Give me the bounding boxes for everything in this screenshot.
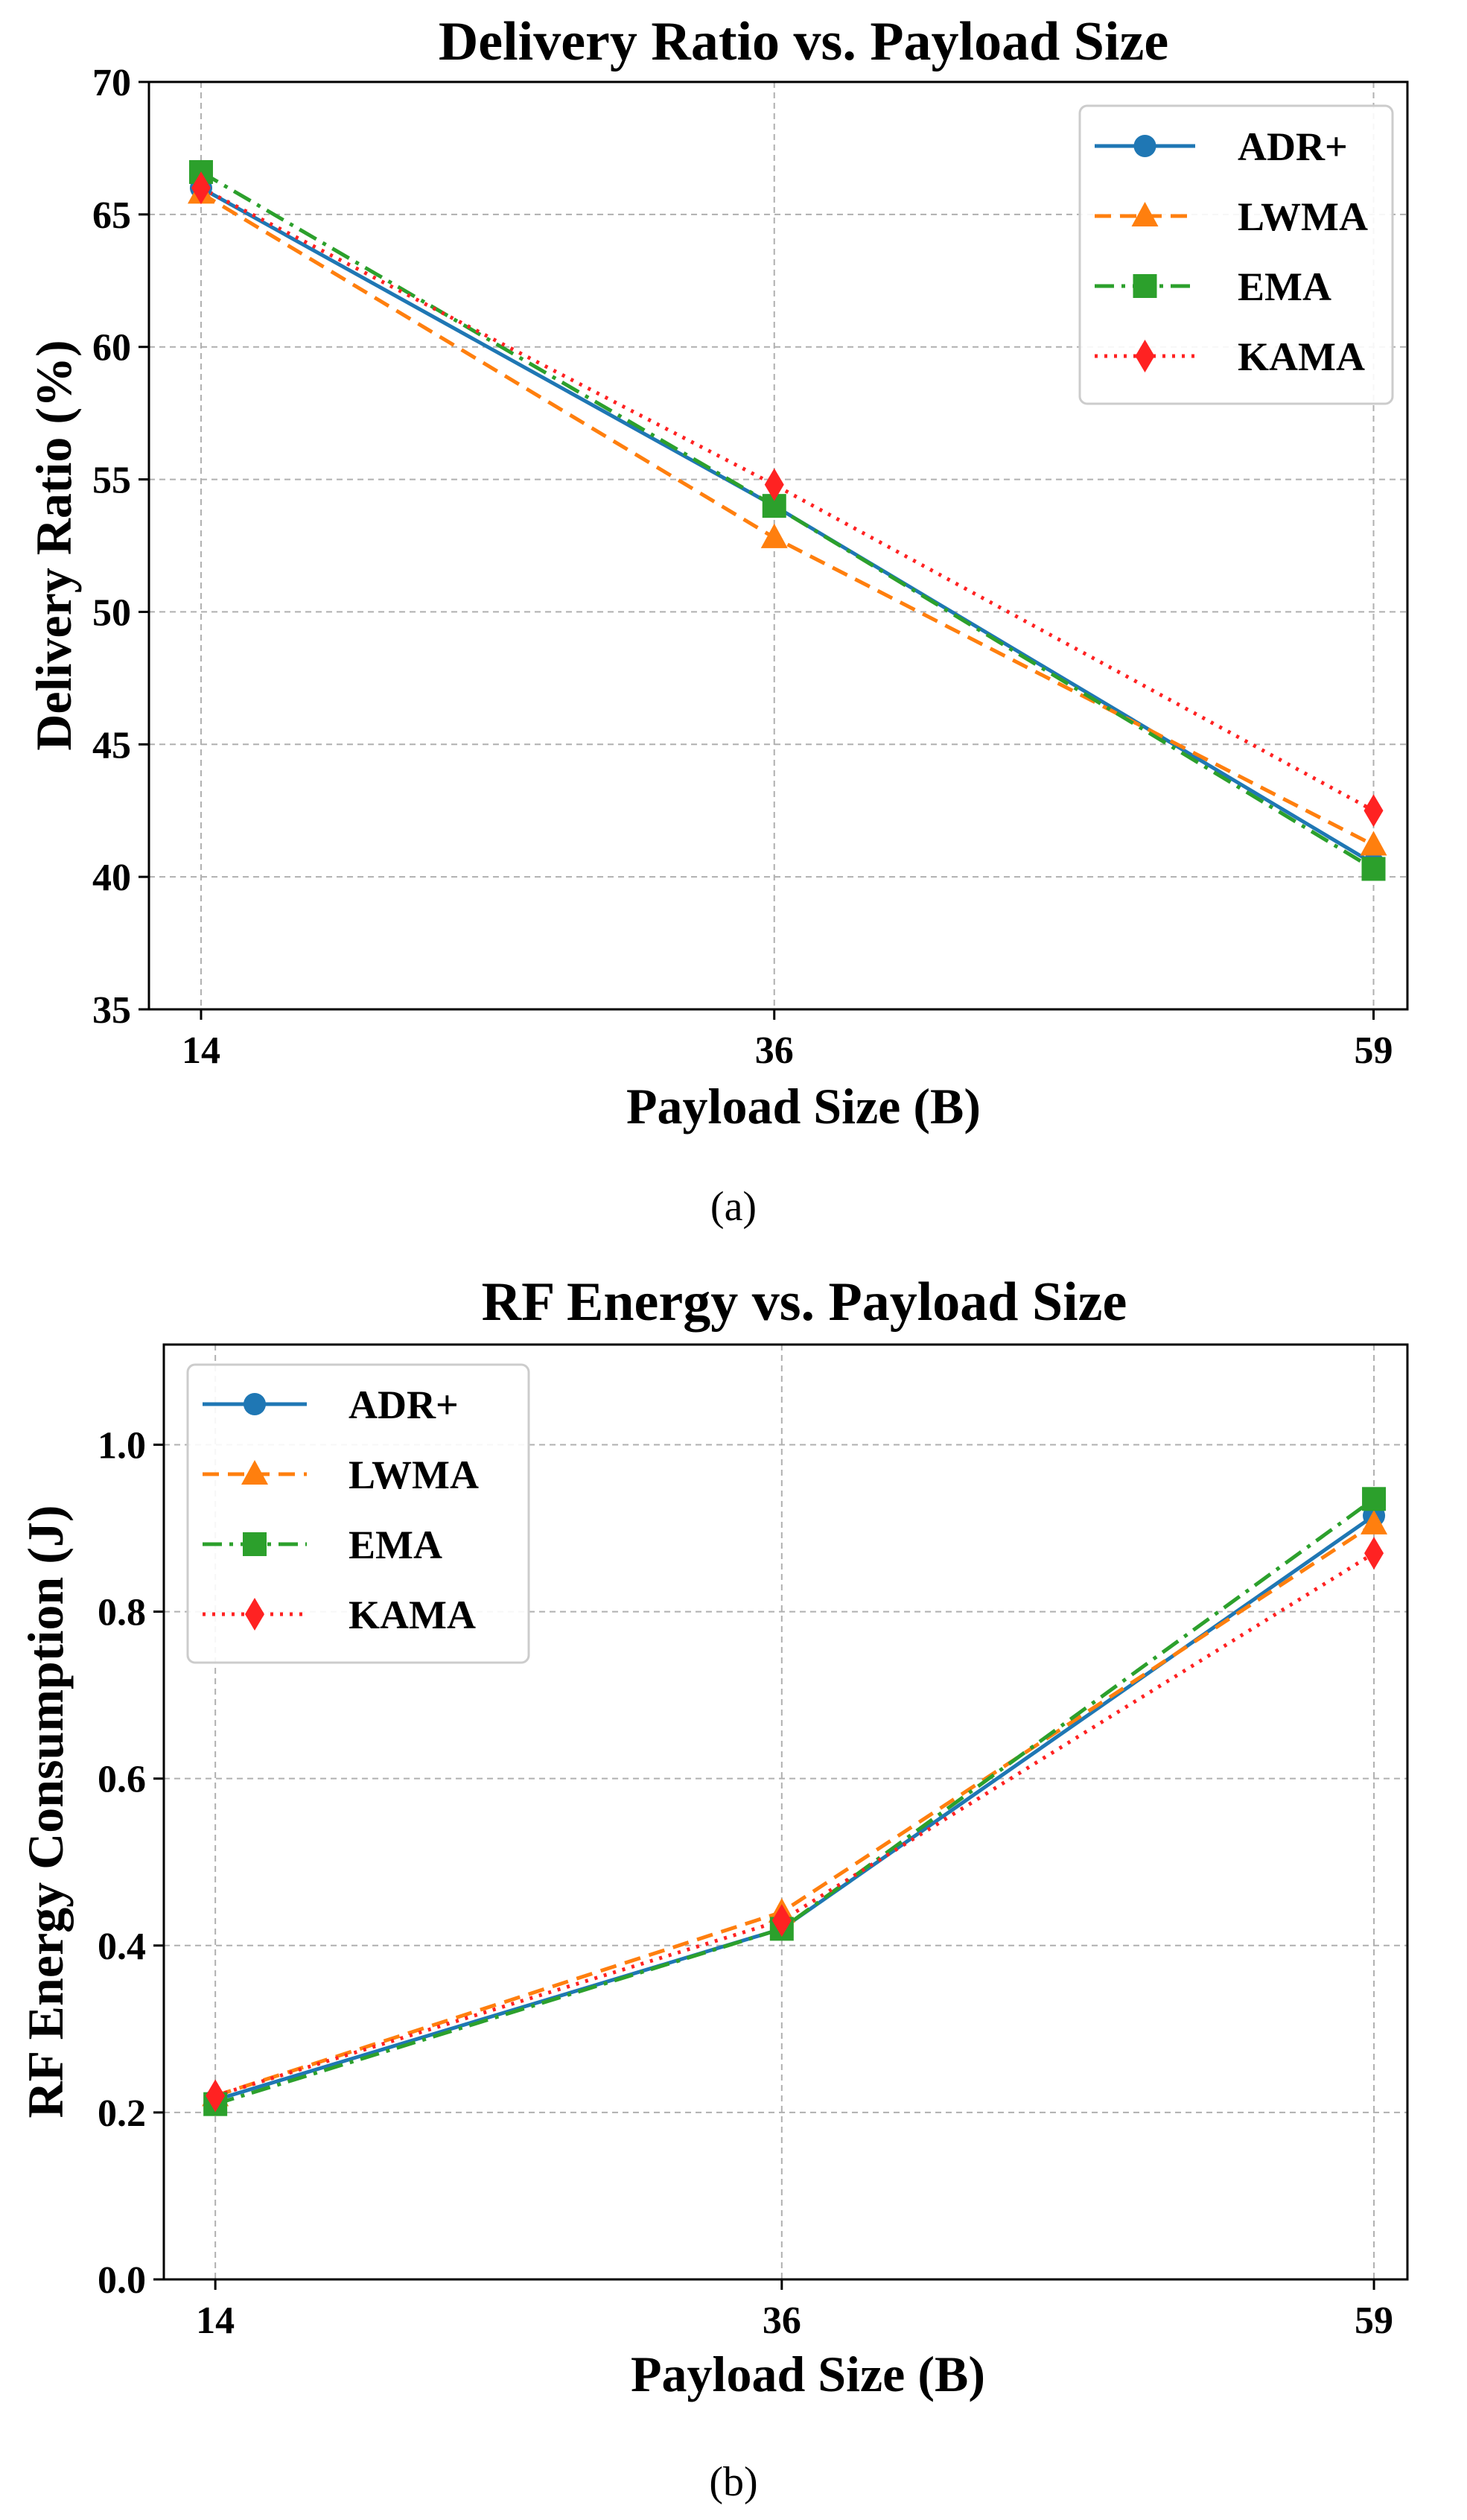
data-point-kama: [191, 171, 211, 205]
y-tick-label: 1.0: [98, 1424, 146, 1467]
x-tick-label: 36: [763, 2300, 801, 2342]
data-point-lwma: [1360, 831, 1387, 856]
x-tick-label: 14: [182, 1029, 220, 1072]
legend-marker: [1133, 135, 1156, 157]
legend-label: EMA: [349, 1523, 442, 1567]
y-tick-label: 0.8: [98, 1592, 146, 1634]
data-point-kama: [206, 2079, 226, 2113]
y-tick-label: 40: [92, 857, 131, 899]
y-axis-label: RF Energy Consumption (J): [17, 1505, 74, 2118]
series: [187, 159, 1387, 881]
legend-label: ADR+: [1238, 124, 1348, 169]
data-point-ema: [1361, 857, 1386, 881]
legend-marker: [241, 1460, 268, 1485]
y-tick-label: 45: [92, 724, 131, 767]
panel-b-rf-energy-chart: RF Energy vs. Payload Size 0.00.20.40.60…: [17, 1272, 1409, 2505]
x-tick-label: 36: [755, 1029, 794, 1072]
legend: ADR+ LWMA EMA KAMA: [1078, 104, 1394, 405]
legend-label: KAMA: [1238, 334, 1365, 379]
series: [202, 1487, 1388, 2116]
y-tick-label: 50: [92, 591, 131, 634]
y-tick-label: 35: [92, 989, 131, 1032]
data-point-lwma: [1361, 1509, 1388, 1534]
data-point-kama: [764, 468, 784, 501]
x-tick-label: 14: [196, 2300, 235, 2342]
legend-label: EMA: [1238, 264, 1331, 309]
legend-marker: [1133, 274, 1157, 298]
chart-title: Delivery Ratio vs. Payload Size: [439, 11, 1168, 72]
y-tick-label: 0.2: [98, 2092, 146, 2135]
data-point-lwma: [760, 523, 788, 548]
panel-a-delivery-ratio-chart: Delivery Ratio vs. Payload Size 35 40 45 50…: [25, 11, 1409, 1230]
series-line-kama: [200, 186, 1375, 813]
legend-label: LWMA: [349, 1453, 479, 1497]
plot-area: [162, 1343, 1409, 2281]
ticks: 35 40 45 50 55 60 65 70 14 36 59: [92, 62, 1393, 1072]
legend-marker: [1135, 340, 1155, 372]
legend: ADR+ LWMA EMA KAMA: [186, 1363, 530, 1664]
data-point-kama: [1364, 1537, 1384, 1570]
x-axis-label: Payload Size (B): [626, 1078, 981, 1134]
series-line-ema: [214, 1497, 1375, 2107]
legend-marker: [1131, 202, 1159, 226]
data-point-kama: [771, 1904, 792, 1937]
ticks: 0.0 0.2 0.4 0.6 0.8 1.0 14 36 59: [98, 1424, 1393, 2342]
y-tick-label: 65: [92, 194, 131, 237]
plot-area: [147, 80, 1409, 1011]
y-tick-label: 0.4: [98, 1926, 146, 1968]
legend-label: KAMA: [349, 1593, 476, 1637]
y-tick-label: 0.6: [98, 1759, 146, 1801]
legend-marker: [244, 1393, 266, 1415]
y-tick-label: 60: [92, 327, 131, 369]
x-tick-label: 59: [1355, 1029, 1393, 1072]
legend-box: [186, 1363, 530, 1664]
panel-caption: (a): [710, 1184, 757, 1230]
x-tick-label: 59: [1355, 2300, 1393, 2342]
legend-box: [1078, 104, 1394, 405]
data-point-ema: [1362, 1487, 1387, 1511]
legend-label: ADR+: [349, 1383, 459, 1427]
y-tick-label: 55: [92, 460, 131, 502]
y-tick-label: 70: [92, 62, 131, 104]
legend-marker: [243, 1532, 267, 1556]
panel-caption: (b): [709, 2459, 757, 2505]
x-axis-label: Payload Size (B): [631, 2346, 985, 2402]
chart-title: RF Energy vs. Payload Size: [482, 1272, 1127, 1333]
legend-marker: [245, 1598, 264, 1631]
legend-label: LWMA: [1238, 194, 1368, 239]
y-tick-label: 0.0: [98, 2259, 146, 2302]
data-point-kama: [1363, 794, 1384, 828]
y-axis-label: Delivery Ratio (%): [25, 340, 82, 750]
